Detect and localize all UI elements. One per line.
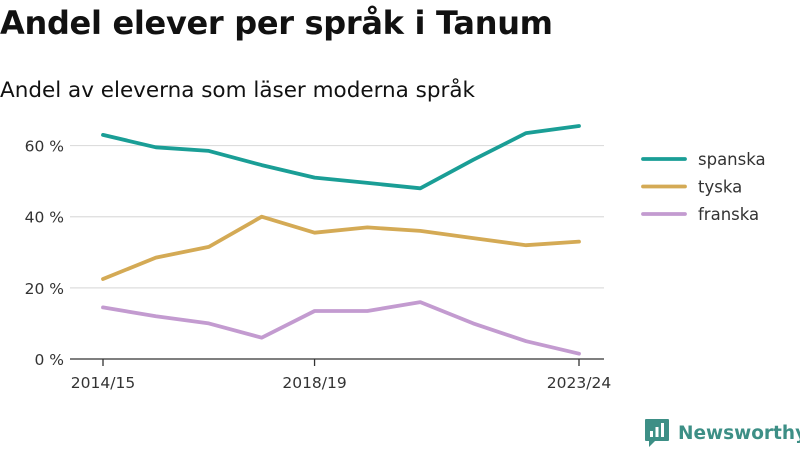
series-line-franska xyxy=(101,300,581,356)
y-tick-label: 20 % xyxy=(25,280,64,298)
legend: spanska tyska franska xyxy=(641,150,766,224)
y-tick-label: 40 % xyxy=(25,209,64,227)
x-tick-label: 2023/24 xyxy=(547,374,611,392)
y-tick-label: 0 % xyxy=(34,351,64,369)
series-line-tyska xyxy=(101,214,581,281)
newsworthy-logo-icon xyxy=(645,419,669,447)
x-tick-label: 2014/15 xyxy=(71,374,135,392)
legend-label-tyska: tyska xyxy=(698,178,742,197)
newsworthy-logo: Newsworthy xyxy=(644,418,800,448)
chart-subtitle: Andel av eleverna som läser moderna språ… xyxy=(0,78,475,103)
chart-title: Andel elever per språk i Tanum xyxy=(0,4,553,42)
series-lines xyxy=(101,124,581,356)
x-tick-label: 2018/19 xyxy=(282,374,346,392)
legend-label-spanska: spanska xyxy=(698,150,766,169)
brand-name: Newsworthy xyxy=(678,422,800,444)
axes: 0 % 20 % 40 % 60 % 2014/15 2018/19 2023/24 xyxy=(25,138,612,392)
y-tick-label: 60 % xyxy=(25,138,64,156)
legend-label-franska: franska xyxy=(698,205,759,224)
gridlines xyxy=(70,144,604,289)
series-line-spanska xyxy=(101,124,581,191)
